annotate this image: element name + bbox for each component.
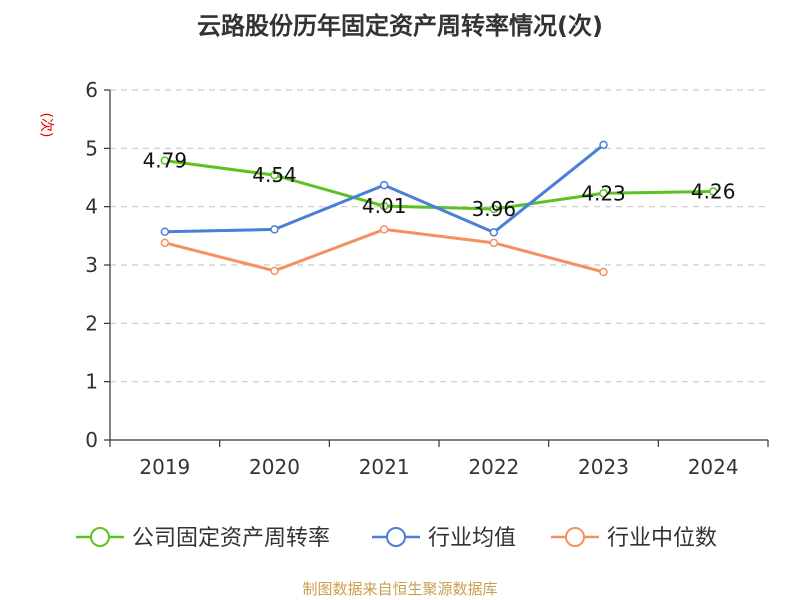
chart-title: 云路股份历年固定资产周转率情况(次) [197,12,603,40]
legend-label: 公司固定资产周转率 [132,526,330,551]
legend-item-2[interactable]: 行业均值 [372,526,516,551]
legend-marker [386,527,406,547]
data-point [599,189,608,198]
data-label: 4.54 [252,163,297,187]
x-tick-label: 2020 [249,455,300,479]
series-line-1 [164,159,714,211]
y-tick-label: 0 [85,428,98,452]
data-point [379,180,389,190]
series-lines [160,140,718,277]
data-label: 4.26 [691,180,736,204]
data-label: 4.23 [581,181,626,205]
x-tick-label: 2021 [359,455,410,479]
data-point [160,156,170,165]
source-note: 制图数据来自恒生聚源数据库 [302,580,498,598]
data-label: 3.96 [472,197,517,221]
data-point [379,201,389,211]
series-line-3 [164,227,604,274]
data-point [270,170,279,180]
y-tick-label: 3 [85,253,98,277]
y-tick-label: 5 [85,136,98,160]
y-tick-label: 1 [85,370,98,394]
data-point [489,228,499,237]
legend-item-1[interactable]: 公司固定资产周转率 [76,526,330,551]
y-tick-label: 6 [85,78,98,102]
data-point [379,225,389,234]
legend[interactable]: 公司固定资产周转率 行业均值 行业中位数 [76,526,717,551]
data-point [599,267,608,277]
data-label: 4.79 [143,149,188,173]
legend-marker [565,527,585,547]
data-point [160,238,170,248]
x-tick-label: 2019 [139,455,190,479]
data-label: 4.01 [362,194,407,218]
legend-marker [90,527,110,547]
legend-item-3[interactable]: 行业中位数 [551,526,717,551]
x-tick-label: 2022 [468,455,519,479]
data-labels: 4.79 4.54 4.01 3.96 4.23 4.26 [143,149,736,221]
data-point [599,140,608,150]
axes: 0 1 2 3 4 5 6 2019 2020 2021 2022 2023 2024 [85,78,769,479]
data-point [270,266,279,276]
x-tick-label: 2023 [578,455,629,479]
x-tick-label: 2024 [688,455,739,479]
y-tick-label: 2 [85,311,98,335]
legend-label: 行业中位数 [607,526,717,551]
data-point [708,187,718,196]
y-tick-label: 4 [85,195,98,219]
legend-label: 行业均值 [428,526,516,551]
y-axis-label: (次) [38,113,54,138]
data-point [270,225,279,234]
data-point [489,238,499,248]
data-point [489,204,499,214]
data-point [160,227,170,236]
